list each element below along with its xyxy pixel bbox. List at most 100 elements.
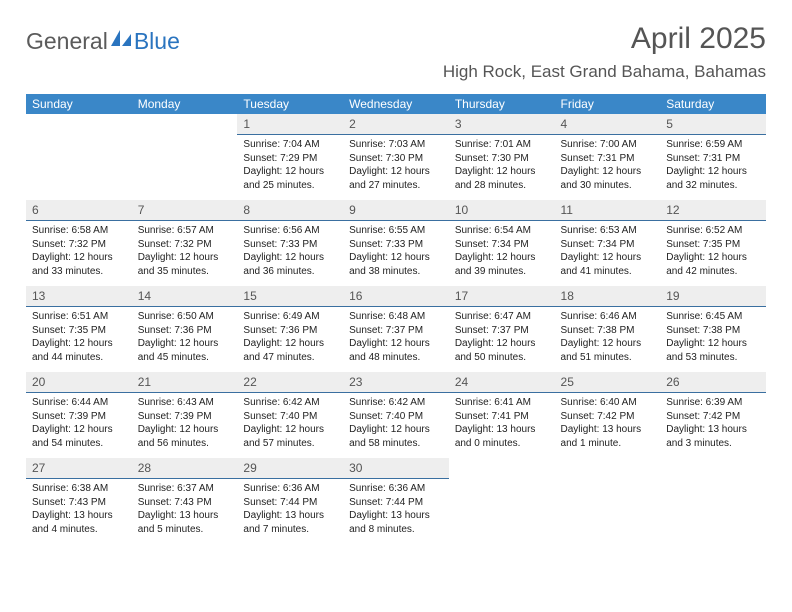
sunset-text: Sunset: 7:30 PM xyxy=(455,152,549,166)
day-number: 24 xyxy=(449,372,555,393)
calendar-cell: 9Sunrise: 6:55 AMSunset: 7:33 PMDaylight… xyxy=(343,200,449,286)
day-number: 28 xyxy=(132,458,238,479)
sunrise-text: Sunrise: 6:57 AM xyxy=(138,224,232,238)
day-number: 7 xyxy=(132,200,238,221)
daylight-text: Daylight: 12 hours and 44 minutes. xyxy=(32,337,126,364)
sunrise-text: Sunrise: 6:56 AM xyxy=(243,224,337,238)
day-body: Sunrise: 6:51 AMSunset: 7:35 PMDaylight:… xyxy=(26,307,132,364)
daylight-text: Daylight: 12 hours and 28 minutes. xyxy=(455,165,549,192)
day-number: 9 xyxy=(343,200,449,221)
day-body: Sunrise: 6:43 AMSunset: 7:39 PMDaylight:… xyxy=(132,393,238,450)
sunrise-text: Sunrise: 6:51 AM xyxy=(32,310,126,324)
sunset-text: Sunset: 7:38 PM xyxy=(561,324,655,338)
daylight-text: Daylight: 12 hours and 51 minutes. xyxy=(561,337,655,364)
sunrise-text: Sunrise: 6:47 AM xyxy=(455,310,549,324)
calendar-cell: 28Sunrise: 6:37 AMSunset: 7:43 PMDayligh… xyxy=(132,458,238,544)
sunrise-text: Sunrise: 6:53 AM xyxy=(561,224,655,238)
day-number: 30 xyxy=(343,458,449,479)
day-number: 14 xyxy=(132,286,238,307)
calendar-cell: 3 Sunrise: 7:01 AMSunset: 7:30 PMDaylight… xyxy=(449,114,555,200)
day-number: 5 xyxy=(660,114,766,135)
daylight-text: Daylight: 12 hours and 57 minutes. xyxy=(243,423,337,450)
sunset-text: Sunset: 7:42 PM xyxy=(666,410,760,424)
sunrise-text: Sunrise: 6:37 AM xyxy=(138,482,232,496)
day-number: 15 xyxy=(237,286,343,307)
day-number: 3 xyxy=(449,114,555,135)
day-number: 4 xyxy=(555,114,661,135)
sunrise-text: Sunrise: 6:40 AM xyxy=(561,396,655,410)
calendar-cell: 8Sunrise: 6:56 AMSunset: 7:33 PMDaylight… xyxy=(237,200,343,286)
daylight-text: Daylight: 12 hours and 45 minutes. xyxy=(138,337,232,364)
daylight-text: Daylight: 12 hours and 42 minutes. xyxy=(666,251,760,278)
day-number: 23 xyxy=(343,372,449,393)
daylight-text: Daylight: 12 hours and 54 minutes. xyxy=(32,423,126,450)
day-body: Sunrise: 6:48 AMSunset: 7:37 PMDaylight:… xyxy=(343,307,449,364)
sunrise-text: Sunrise: 7:01 AM xyxy=(455,138,549,152)
sunrise-text: Sunrise: 6:39 AM xyxy=(666,396,760,410)
weekday-header: Wednesday xyxy=(343,94,449,114)
daylight-text: Daylight: 12 hours and 36 minutes. xyxy=(243,251,337,278)
calendar-cell: 5Sunrise: 6:59 AMSunset: 7:31 PMDaylight… xyxy=(660,114,766,200)
calendar-cell: 22Sunrise: 6:42 AMSunset: 7:40 PMDayligh… xyxy=(237,372,343,458)
daylight-text: Daylight: 12 hours and 53 minutes. xyxy=(666,337,760,364)
daylight-text: Daylight: 12 hours and 47 minutes. xyxy=(243,337,337,364)
day-number: 19 xyxy=(660,286,766,307)
sunrise-text: Sunrise: 7:00 AM xyxy=(561,138,655,152)
header-row: General Blue April 2025 High Rock, East … xyxy=(26,22,766,82)
calendar-cell: 23Sunrise: 6:42 AMSunset: 7:40 PMDayligh… xyxy=(343,372,449,458)
title-block: April 2025 High Rock, East Grand Bahama,… xyxy=(443,22,766,82)
sunrise-text: Sunrise: 6:59 AM xyxy=(666,138,760,152)
calendar-cell: 15Sunrise: 6:49 AMSunset: 7:36 PMDayligh… xyxy=(237,286,343,372)
sunrise-text: Sunrise: 6:36 AM xyxy=(243,482,337,496)
sunset-text: Sunset: 7:44 PM xyxy=(349,496,443,510)
sunset-text: Sunset: 7:36 PM xyxy=(243,324,337,338)
day-number: 1 xyxy=(237,114,343,135)
calendar-week-row: 20Sunrise: 6:44 AMSunset: 7:39 PMDayligh… xyxy=(26,372,766,458)
sunrise-text: Sunrise: 6:45 AM xyxy=(666,310,760,324)
day-number: 21 xyxy=(132,372,238,393)
day-body: Sunrise: 6:40 AMSunset: 7:42 PMDaylight:… xyxy=(555,393,661,450)
sunrise-text: Sunrise: 6:36 AM xyxy=(349,482,443,496)
brand-text-general: General xyxy=(26,28,108,55)
day-body: Sunrise: 6:37 AMSunset: 7:43 PMDaylight:… xyxy=(132,479,238,536)
weekday-header: Tuesday xyxy=(237,94,343,114)
calendar-cell: 18Sunrise: 6:46 AMSunset: 7:38 PMDayligh… xyxy=(555,286,661,372)
calendar-cell: 20Sunrise: 6:44 AMSunset: 7:39 PMDayligh… xyxy=(26,372,132,458)
daylight-text: Daylight: 12 hours and 39 minutes. xyxy=(455,251,549,278)
calendar-cell: 6Sunrise: 6:58 AMSunset: 7:32 PMDaylight… xyxy=(26,200,132,286)
day-number: 10 xyxy=(449,200,555,221)
daylight-text: Daylight: 13 hours and 1 minute. xyxy=(561,423,655,450)
day-body: Sunrise: 6:54 AMSunset: 7:34 PMDaylight:… xyxy=(449,221,555,278)
day-body: Sunrise: 6:38 AMSunset: 7:43 PMDaylight:… xyxy=(26,479,132,536)
daylight-text: Daylight: 12 hours and 35 minutes. xyxy=(138,251,232,278)
day-body: Sunrise: 6:36 AMSunset: 7:44 PMDaylight:… xyxy=(237,479,343,536)
sunset-text: Sunset: 7:43 PM xyxy=(32,496,126,510)
calendar-cell: 2Sunrise: 7:03 AMSunset: 7:30 PMDaylight… xyxy=(343,114,449,200)
sunset-text: Sunset: 7:30 PM xyxy=(349,152,443,166)
sunset-text: Sunset: 7:44 PM xyxy=(243,496,337,510)
sunrise-text: Sunrise: 6:54 AM xyxy=(455,224,549,238)
calendar-cell: 26Sunrise: 6:39 AMSunset: 7:42 PMDayligh… xyxy=(660,372,766,458)
day-number: 12 xyxy=(660,200,766,221)
day-number: 13 xyxy=(26,286,132,307)
calendar-cell xyxy=(26,114,132,200)
sunset-text: Sunset: 7:37 PM xyxy=(349,324,443,338)
daylight-text: Daylight: 13 hours and 0 minutes. xyxy=(455,423,549,450)
location-text: High Rock, East Grand Bahama, Bahamas xyxy=(443,62,766,82)
daylight-text: Daylight: 13 hours and 4 minutes. xyxy=(32,509,126,536)
calendar-cell: 7Sunrise: 6:57 AMSunset: 7:32 PMDaylight… xyxy=(132,200,238,286)
day-body: Sunrise: 6:58 AMSunset: 7:32 PMDaylight:… xyxy=(26,221,132,278)
calendar-cell: 27Sunrise: 6:38 AMSunset: 7:43 PMDayligh… xyxy=(26,458,132,544)
calendar-cell: 16Sunrise: 6:48 AMSunset: 7:37 PMDayligh… xyxy=(343,286,449,372)
day-number: 8 xyxy=(237,200,343,221)
daylight-text: Daylight: 12 hours and 58 minutes. xyxy=(349,423,443,450)
sunrise-text: Sunrise: 6:48 AM xyxy=(349,310,443,324)
calendar-cell: 19Sunrise: 6:45 AMSunset: 7:38 PMDayligh… xyxy=(660,286,766,372)
calendar-week-row: 1Sunrise: 7:04 AMSunset: 7:29 PMDaylight… xyxy=(26,114,766,200)
calendar-body: 1Sunrise: 7:04 AMSunset: 7:29 PMDaylight… xyxy=(26,114,766,544)
weekday-header: Sunday xyxy=(26,94,132,114)
daylight-text: Daylight: 13 hours and 7 minutes. xyxy=(243,509,337,536)
day-body: Sunrise: 7:03 AMSunset: 7:30 PMDaylight:… xyxy=(343,135,449,192)
weekday-header: Saturday xyxy=(660,94,766,114)
sunrise-text: Sunrise: 6:58 AM xyxy=(32,224,126,238)
